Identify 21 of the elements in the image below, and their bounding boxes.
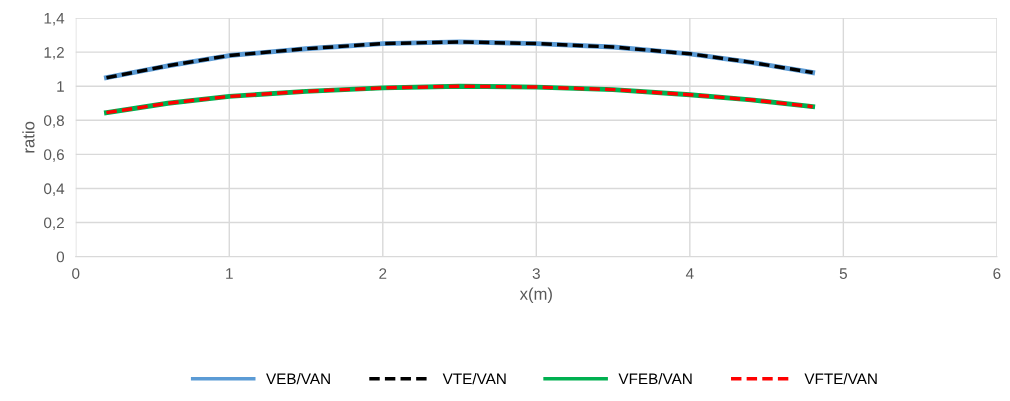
- x-axis-title: x(m): [519, 287, 552, 304]
- x-tick-label: 0: [72, 268, 80, 279]
- legend-label: VFTE/VAN: [804, 373, 877, 385]
- x-tick-label: 1: [226, 268, 233, 279]
- legend-label: VEB/VAN: [266, 373, 330, 385]
- y-tick-label: 1: [57, 81, 64, 92]
- x-tick-label: 3: [532, 268, 540, 279]
- y-tick-label: 1,4: [44, 13, 65, 26]
- y-axis-title: ratio: [22, 121, 35, 153]
- x-tick-label: 4: [685, 268, 694, 279]
- y-tick-label: 0: [56, 251, 65, 263]
- y-tick-label: 0,4: [44, 183, 65, 196]
- y-tick-label: 0,6: [44, 149, 64, 162]
- x-tick-label: 2: [379, 268, 387, 279]
- y-tick-label: 0,8: [44, 115, 64, 128]
- x-tick-label: 5: [839, 268, 847, 279]
- y-tick-label: 0,2: [44, 217, 64, 231]
- y-tick-label: 1,2: [44, 47, 64, 60]
- x-tick-label: 6: [993, 268, 1001, 279]
- legend-label: VTE/VAN: [442, 373, 506, 385]
- legend-label: VFEB/VAN: [618, 373, 692, 385]
